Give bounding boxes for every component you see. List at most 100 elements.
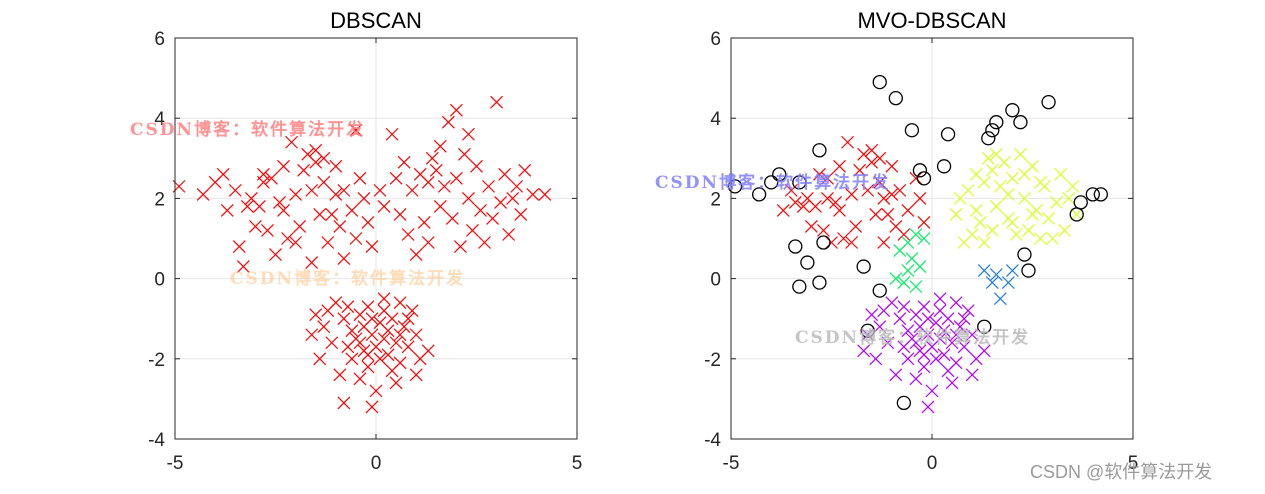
dbscan-point	[462, 191, 475, 205]
mvo-dbscan-point	[853, 163, 867, 177]
mvo-dbscan-point	[973, 216, 987, 229]
dbscan-point	[393, 208, 407, 221]
dbscan-point	[401, 228, 415, 241]
mvo-dbscan-point	[1005, 171, 1019, 185]
dbscan-point	[321, 304, 335, 318]
mvo-dbscan-point	[909, 171, 923, 185]
mvo-dbscan-point	[784, 183, 798, 197]
dbscan-title: DBSCAN	[330, 8, 422, 33]
mvo-dbscan-points	[727, 74, 1108, 414]
dbscan-point	[337, 183, 351, 197]
mvo-dbscan-point	[965, 228, 979, 241]
dbscan-point	[228, 183, 242, 197]
dbscan-point	[425, 151, 439, 165]
mvo-dbscan-point	[965, 328, 979, 342]
dbscan-series-cluster-1	[172, 95, 552, 414]
dbscan-point	[353, 171, 367, 185]
mvo-dbscan-point	[845, 187, 859, 201]
mvo-dbscan-point	[816, 235, 831, 250]
dbscan-point	[365, 328, 379, 342]
dbscan-point	[333, 368, 347, 382]
dbscan-point	[458, 147, 471, 161]
mvo-dbscan-point	[1054, 167, 1068, 181]
dbscan-point	[361, 216, 375, 229]
dbscan-point	[252, 199, 266, 213]
mvo-dbscan-point	[1093, 187, 1108, 202]
dbscan-ytick-label: 2	[154, 189, 165, 210]
mvo-dbscan-point	[812, 143, 827, 158]
mvo-dbscan-point	[751, 187, 767, 202]
dbscan-point	[486, 212, 500, 225]
mvo-dbscan-point	[869, 208, 883, 221]
dbscan-point	[498, 167, 512, 181]
mvo-dbscan-point	[829, 195, 842, 209]
dbscan-point	[510, 179, 524, 193]
mvo-dbscan-point	[897, 276, 911, 290]
dbscan-point	[345, 352, 359, 366]
mvo-dbscan-ytick-label: -4	[704, 430, 721, 451]
mvo-dbscan-point	[945, 376, 959, 390]
mvo-dbscan-point	[845, 236, 859, 249]
dbscan-point	[518, 163, 532, 177]
dbscan-point	[449, 171, 463, 185]
dbscan-point	[305, 183, 319, 197]
mvo-dbscan-point	[929, 352, 943, 366]
mvo-dbscan-point	[989, 147, 1003, 161]
dbscan-xtick-label: 0	[371, 453, 382, 474]
dbscan-point	[297, 163, 311, 177]
mvo-dbscan-point	[776, 204, 790, 217]
dbscan-point	[341, 300, 355, 314]
mvo-dbscan-point	[937, 348, 951, 362]
mvo-dbscan-point	[885, 159, 899, 173]
mvo-dbscan-series-noise	[727, 74, 1108, 411]
dbscan-point	[482, 179, 495, 193]
dbscan-point	[478, 236, 491, 249]
mvo-dbscan-point	[885, 187, 899, 201]
mvo-dbscan-point	[1085, 187, 1100, 202]
mvo-dbscan-point	[821, 171, 834, 185]
mvo-dbscan-point	[961, 304, 975, 318]
mvo-dbscan-point	[812, 275, 827, 290]
mvo-dbscan-point	[837, 232, 850, 245]
mvo-dbscan-point	[788, 195, 802, 209]
mvo-dbscan-point	[909, 372, 923, 386]
mvo-dbscan-point	[1001, 187, 1015, 201]
mvo-dbscan-point	[792, 279, 807, 294]
mvo-dbscan-point	[1013, 115, 1028, 130]
mvo-dbscan-point	[977, 319, 992, 334]
mvo-dbscan-point	[865, 308, 879, 322]
mvo-dbscan-point	[1018, 191, 1031, 205]
mvo-dbscan-point	[977, 344, 991, 358]
mvo-dbscan-point	[893, 312, 907, 326]
mvo-dbscan-point	[1073, 195, 1088, 210]
mvo-dbscan-point	[897, 228, 911, 241]
mvo-dbscan-point	[897, 300, 911, 314]
mvo-dbscan-point	[772, 167, 787, 182]
mvo-dbscan-point	[869, 352, 883, 366]
mvo-dbscan-point	[792, 175, 807, 190]
dbscan-ytick-label: -4	[148, 430, 165, 451]
mvo-dbscan-point	[936, 159, 952, 174]
mvo-dbscan-point	[889, 368, 903, 382]
dbscan-ticks: -5 0 5 -4 -2 0 2 4 6	[148, 29, 582, 474]
mvo-dbscan-point	[881, 208, 895, 221]
dbscan-point	[365, 240, 379, 253]
mvo-dbscan-grid	[731, 38, 1133, 439]
mvo-dbscan-ytick-label: -2	[704, 350, 721, 371]
dbscan-point	[305, 256, 319, 269]
mvo-dbscan-point	[1034, 175, 1047, 189]
mvo-dbscan-point	[913, 191, 927, 205]
dbscan-point	[220, 204, 234, 217]
mvo-dbscan-point	[1066, 179, 1080, 193]
mvo-dbscan-ytick-label: 4	[710, 109, 721, 130]
dbscan-ytick-label: 0	[154, 270, 165, 291]
mvo-dbscan-point	[889, 272, 903, 286]
watermark-left-top: CSDN博客：软件算法开发	[130, 119, 365, 140]
dbscan-point	[377, 292, 391, 306]
dbscan-point	[417, 216, 431, 229]
dbscan-ytick-label: -2	[148, 350, 165, 371]
mvo-dbscan-point	[897, 340, 911, 354]
dbscan-xtick-label: -5	[167, 453, 184, 474]
mvo-dbscan-point	[985, 224, 999, 237]
mvo-dbscan-series-cluster-3	[889, 228, 931, 294]
